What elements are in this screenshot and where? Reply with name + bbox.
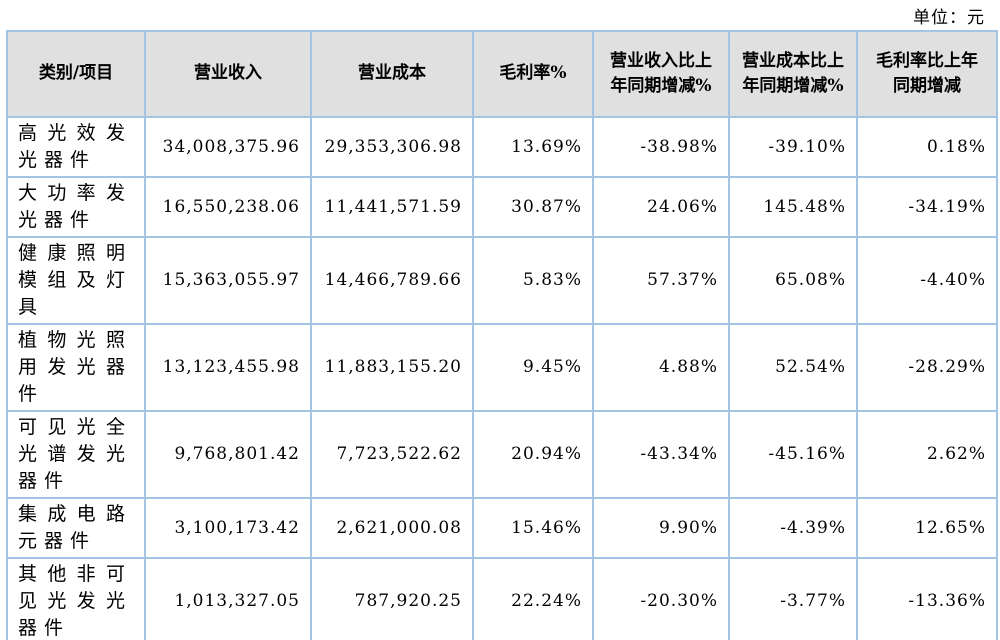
column-header-cost: 营业成本	[310, 30, 474, 118]
revenue-yoy-cell: -38.98%	[592, 116, 730, 178]
table-row: 可见光全光谱发光器件 9,768,801.42 7,723,522.62 20.…	[6, 409, 998, 499]
cost-cell: 7,723,522.62	[310, 409, 474, 499]
cost-yoy-cell: -45.16%	[728, 409, 858, 499]
revenue-cell: 34,008,375.96	[144, 116, 312, 178]
margin-yoy-cell: 0.18%	[856, 116, 998, 178]
revenue-cell: 13,123,455.98	[144, 322, 312, 412]
table-row: 集成电路元器件 3,100,173.42 2,621,000.08 15.46%…	[6, 496, 998, 559]
revenue-yoy-cell: 24.06%	[592, 175, 730, 238]
cost-cell: 787,920.25	[310, 556, 474, 640]
revenue-cell: 16,550,238.06	[144, 175, 312, 238]
cost-yoy-cell: -4.39%	[728, 496, 858, 559]
column-header-gross-margin: 毛利率%	[472, 30, 594, 118]
margin-yoy-cell: -34.19%	[856, 175, 998, 238]
cost-cell: 14,466,789.66	[310, 235, 474, 325]
column-header-revenue-yoy: 营业收入比上年同期增减%	[592, 30, 730, 118]
margin-yoy-cell: 12.65%	[856, 496, 998, 559]
category-cell: 健康照明模组及灯具	[6, 235, 146, 325]
revenue-yoy-cell: 4.88%	[592, 322, 730, 412]
revenue-yoy-cell: 57.37%	[592, 235, 730, 325]
cost-cell: 2,621,000.08	[310, 496, 474, 559]
category-cell: 植物光照用发光器件	[6, 322, 146, 412]
revenue-cell: 1,013,327.05	[144, 556, 312, 640]
gross-margin-cell: 22.24%	[472, 556, 594, 640]
table-row: 植物光照用发光器件 13,123,455.98 11,883,155.20 9.…	[6, 322, 998, 412]
gross-margin-cell: 5.83%	[472, 235, 594, 325]
cost-yoy-cell: 52.54%	[728, 322, 858, 412]
category-cell: 集成电路元器件	[6, 496, 146, 559]
revenue-cell: 9,768,801.42	[144, 409, 312, 499]
category-cell: 大功率发光器件	[6, 175, 146, 238]
revenue-yoy-cell: 9.90%	[592, 496, 730, 559]
table-row: 健康照明模组及灯具 15,363,055.97 14,466,789.66 5.…	[6, 235, 998, 325]
column-header-category: 类别/项目	[6, 30, 146, 118]
gross-margin-cell: 20.94%	[472, 409, 594, 499]
gross-margin-cell: 15.46%	[472, 496, 594, 559]
revenue-yoy-cell: -20.30%	[592, 556, 730, 640]
cost-cell: 29,353,306.98	[310, 116, 474, 178]
gross-margin-cell: 9.45%	[472, 322, 594, 412]
gross-margin-cell: 30.87%	[472, 175, 594, 238]
category-cell: 高光效发光器件	[6, 116, 146, 178]
cost-yoy-cell: 145.48%	[728, 175, 858, 238]
cost-yoy-cell: 65.08%	[728, 235, 858, 325]
revenue-yoy-cell: -43.34%	[592, 409, 730, 499]
table-row: 高光效发光器件 34,008,375.96 29,353,306.98 13.6…	[6, 116, 998, 178]
category-cell: 可见光全光谱发光器件	[6, 409, 146, 499]
segment-profit-table: 类别/项目 营业收入 营业成本 毛利率% 营业收入比上年同期增减% 营业成本比上…	[6, 30, 998, 640]
header-row: 类别/项目 营业收入 营业成本 毛利率% 营业收入比上年同期增减% 营业成本比上…	[6, 30, 998, 118]
margin-yoy-cell: -28.29%	[856, 322, 998, 412]
revenue-cell: 3,100,173.42	[144, 496, 312, 559]
cost-yoy-cell: -39.10%	[728, 116, 858, 178]
revenue-cell: 15,363,055.97	[144, 235, 312, 325]
column-header-cost-yoy: 营业成本比上年同期增减%	[728, 30, 858, 118]
margin-yoy-cell: 2.62%	[856, 409, 998, 499]
column-header-revenue: 营业收入	[144, 30, 312, 118]
category-cell: 其他非可见光发光器件	[6, 556, 146, 640]
gross-margin-cell: 13.69%	[472, 116, 594, 178]
column-header-margin-yoy: 毛利率比上年同期增减	[856, 30, 998, 118]
unit-label: 单位：元	[913, 8, 985, 28]
table-row: 大功率发光器件 16,550,238.06 11,441,571.59 30.8…	[6, 175, 998, 238]
cost-yoy-cell: -3.77%	[728, 556, 858, 640]
cost-cell: 11,883,155.20	[310, 322, 474, 412]
cost-cell: 11,441,571.59	[310, 175, 474, 238]
table-row: 其他非可见光发光器件 1,013,327.05 787,920.25 22.24…	[6, 556, 998, 640]
margin-yoy-cell: -13.36%	[856, 556, 998, 640]
margin-yoy-cell: -4.40%	[856, 235, 998, 325]
